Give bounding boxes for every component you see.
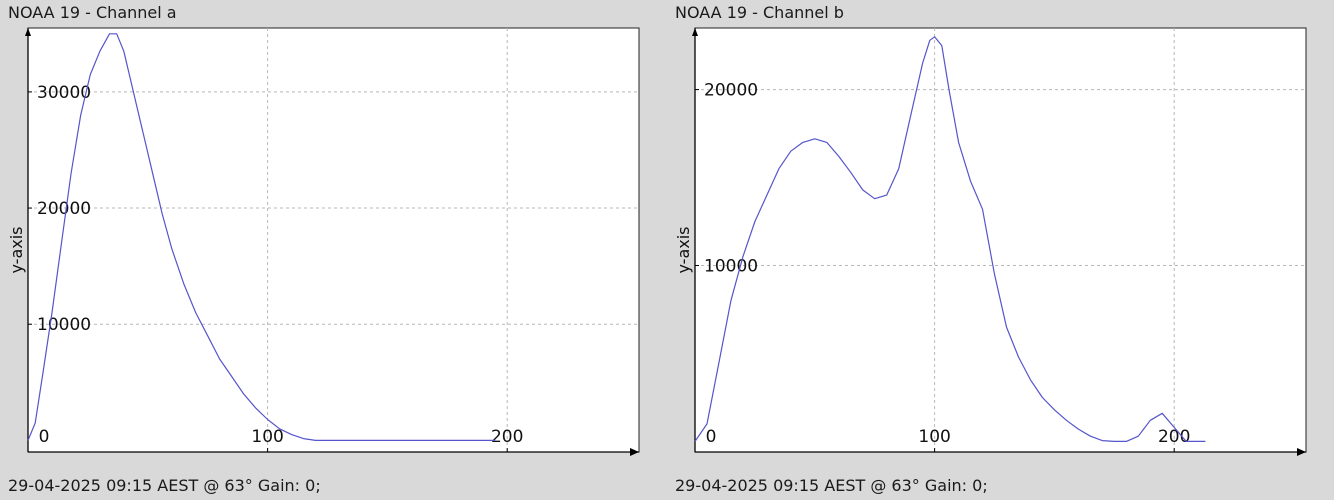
chart-title: NOAA 19 - Channel a — [8, 3, 177, 22]
chart-panel-b: NOAA 19 - Channel b 0 100 200 10000 20000 y-a… — [667, 0, 1334, 500]
x-tick-label: 0 — [706, 427, 717, 447]
x-tick-label: 100 — [918, 427, 950, 447]
plot-area: 0 100 200 10000 20000 y-axis — [674, 27, 1307, 456]
x-tick-label: 200 — [1158, 427, 1190, 447]
y-tick-label: 20000 — [37, 199, 91, 219]
plot-background — [27, 27, 640, 453]
y-axis-arrow — [692, 28, 698, 36]
x-tick-label: 200 — [491, 427, 523, 447]
x-tick-label: 0 — [39, 427, 50, 447]
chart-footer: 29-04-2025 09:15 AEST @ 63° Gain: 0; — [675, 476, 988, 495]
chart-panel-a: NOAA 19 - Channel a 0 100 200 10000 20000 300… — [7, 3, 640, 495]
chart-footer: 29-04-2025 09:15 AEST @ 63° Gain: 0; — [8, 476, 321, 495]
y-tick-label: 20000 — [704, 81, 758, 101]
series-line — [27, 33, 496, 441]
y-tick-label: 30000 — [37, 83, 91, 103]
y-tick-label: 10000 — [37, 315, 91, 335]
x-axis-arrow — [630, 448, 639, 456]
y-axis-label: y-axis — [7, 226, 26, 273]
y-axis-label: y-axis — [674, 226, 693, 273]
plot-background — [694, 27, 1307, 453]
x-tick-label: 100 — [251, 427, 283, 447]
series-line — [694, 36, 1206, 442]
y-axis-arrow — [25, 28, 31, 36]
y-tick-label: 10000 — [704, 257, 758, 277]
chart-title: NOAA 19 - Channel b — [675, 3, 844, 22]
plot-area: 0 100 200 10000 20000 30000 y-axis — [7, 27, 640, 456]
x-axis-arrow — [1297, 448, 1306, 456]
